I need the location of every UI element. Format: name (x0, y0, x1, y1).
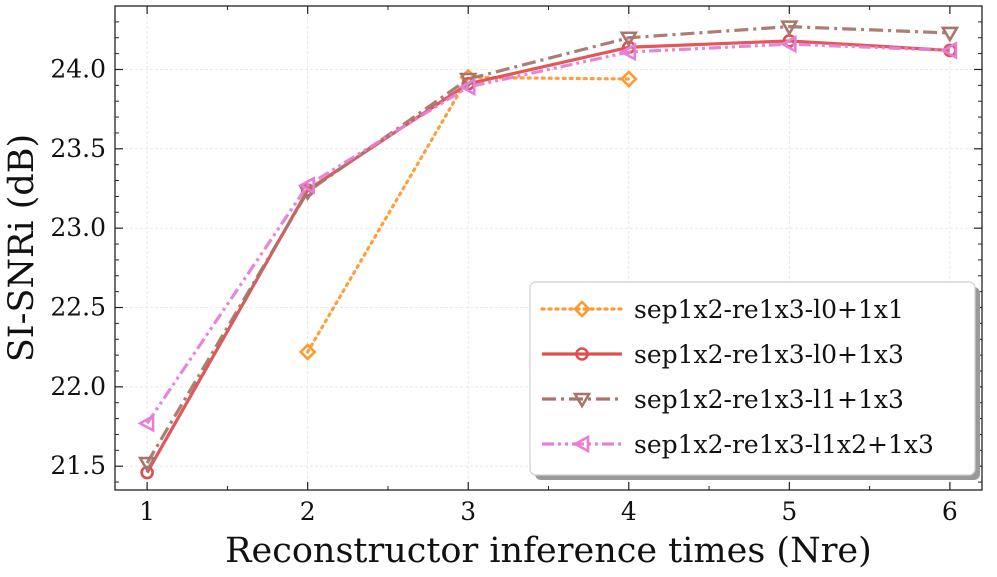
data-point-series-4 (458, 77, 476, 97)
y-tick-label: 22.5 (50, 293, 106, 322)
data-point-series-3 (137, 456, 157, 473)
legend-label: sep1x2-re1x3-l0+1x3 (634, 340, 904, 369)
legend-marker (572, 434, 590, 454)
data-point-series-3 (780, 20, 799, 37)
data-point-series-4 (940, 41, 958, 60)
legend-label: sep1x2-re1x3-l1+1x3 (634, 385, 904, 414)
data-point-series-2 (140, 465, 154, 480)
x-tick-label: 5 (781, 497, 797, 526)
data-point-series-4 (137, 414, 155, 433)
data-point-series-3 (940, 26, 960, 43)
legend-label: sep1x2-re1x3-l0+1x1 (634, 295, 904, 324)
series-layer (137, 20, 960, 480)
data-point-series-1 (619, 70, 638, 88)
legend-item-3: sep1x2-re1x3-l1+1x3 (542, 385, 904, 414)
legend-marker (573, 300, 591, 318)
data-point-series-4 (619, 42, 637, 62)
axes: 1 2 3 4 5 6 21.5 22.0 22.5 23.0 23.5 24.0 (50, 6, 982, 526)
legend-item-1: sep1x2-re1x3-l0+1x1 (540, 295, 904, 324)
series-line-3 (145, 25, 950, 464)
legend-items: sep1x2-re1x3-l0+1x1 sep1x2-re1x3-l0+1x3 se… (540, 295, 934, 459)
data-point-series-4 (779, 34, 797, 54)
x-tick-label: 2 (300, 497, 316, 526)
legend-box (529, 281, 976, 476)
data-point-series-1 (298, 343, 317, 361)
legend-item-2: sep1x2-re1x3-l0+1x3 (542, 340, 904, 369)
series-4 (137, 34, 958, 433)
y-tick-label: 23.5 (50, 134, 106, 163)
legend-label: sep1x2-re1x3-l1x2+1x3 (634, 430, 934, 459)
x-tick-label: 1 (139, 497, 155, 526)
x-axis-label: Reconstructor inference times (Nre) (225, 531, 872, 571)
legend-item-4: sep1x2-re1x3-l1x2+1x3 (542, 430, 934, 459)
x-tick-label: 4 (621, 497, 637, 526)
x-tick-label: 6 (942, 497, 958, 526)
y-tick-label: 22.0 (50, 372, 106, 401)
y-tick-label: 24.0 (50, 54, 106, 83)
series-line-4 (145, 42, 950, 425)
data-point-series-4 (297, 176, 315, 195)
legend-marker (575, 347, 589, 361)
y-tick-label: 21.5 (50, 451, 106, 480)
legend-marker (572, 392, 592, 409)
y-axis-label: SI-SNRi (dB) (2, 134, 42, 362)
x-tick-label: 3 (460, 497, 476, 526)
y-tick-label: 23.0 (50, 213, 106, 242)
data-point-series-3 (619, 31, 639, 48)
legend: sep1x2-re1x3-l0+1x1 sep1x2-re1x3-l0+1x3 se… (529, 281, 980, 480)
